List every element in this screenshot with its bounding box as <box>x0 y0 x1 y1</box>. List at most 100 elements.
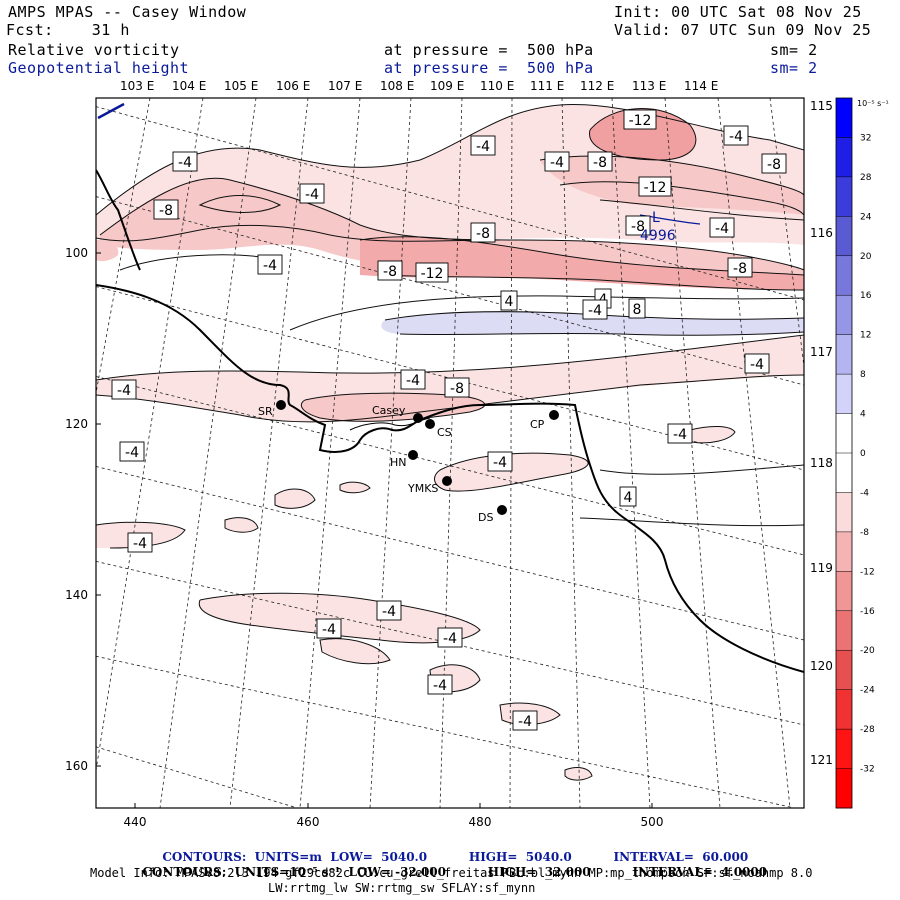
contour-label-text: -4 <box>750 357 764 373</box>
contour-label: -8 <box>470 222 496 243</box>
top-lon-label: 109 E <box>430 79 464 93</box>
contour-label-text: -4 <box>382 604 396 620</box>
station: HN <box>390 450 418 469</box>
plot-title: AMPS MPAS -- Casey Window <box>8 3 247 21</box>
contour-label-box <box>415 262 449 283</box>
contour-label-text: 4 <box>624 490 633 506</box>
contour-label-text: 4 <box>505 294 514 310</box>
contour-label-text: -4 <box>406 373 420 389</box>
station-label: Casey <box>372 404 406 417</box>
colorbar-tick-label: -4 <box>860 488 869 498</box>
contour-label: -8 <box>587 151 613 172</box>
contour-label-box <box>727 257 753 278</box>
contour-label: -4 <box>316 618 342 639</box>
shade-south-band-1 <box>199 593 480 643</box>
y-tick-label: 120 <box>65 417 88 431</box>
contour-label-text: -4 <box>443 631 457 647</box>
footer-contours-height: CONTOURS: UNITS=m LOW= 5040.0 HIGH= 5040… <box>154 836 748 864</box>
contour-label-box <box>623 109 657 130</box>
contour-label-box <box>376 600 402 621</box>
init-time: Init: 00 UTC Sat 08 Nov 25 <box>614 3 862 21</box>
shade-small-3 <box>225 517 258 533</box>
shade-north-inner <box>100 178 804 285</box>
colorbar-swatch <box>836 610 852 651</box>
contour-label: -8 <box>444 377 470 398</box>
contour-label-text: -4 <box>588 303 602 319</box>
station-dot <box>425 419 435 429</box>
station-dot <box>408 450 418 460</box>
contour-label-box <box>257 254 283 275</box>
colorbar-swatch <box>836 531 852 572</box>
contour-label-text: -12 <box>629 113 652 129</box>
map-frame <box>95 97 805 809</box>
contour-label: -12 <box>623 109 657 130</box>
contour-label: -8 <box>727 257 753 278</box>
field2-level: at pressure = 500 hPa <box>384 59 594 77</box>
footer1-interval: INTERVAL= 60.000 <box>613 850 749 864</box>
colorbar-swatch <box>836 216 852 257</box>
contour-label-box <box>544 151 570 172</box>
contour-label: -4 <box>744 353 770 374</box>
contour-label-text: -8 <box>450 381 464 397</box>
contour-label-box <box>400 369 426 390</box>
contour-label-text: -4 <box>550 155 564 171</box>
colorbar-tick-label: 24 <box>860 212 872 222</box>
station: YMKS <box>407 476 452 495</box>
station: CS <box>425 419 452 439</box>
contour-label-box <box>709 217 735 238</box>
contour-label-text: -4 <box>263 258 277 274</box>
contour-label-text: -12 <box>421 266 444 282</box>
low-pressure-marker: L <box>652 210 660 226</box>
contour-label-box <box>744 353 770 374</box>
contour-label: -4 <box>470 135 496 156</box>
contour-label: -4 <box>127 532 153 553</box>
colorbar-swatch <box>836 492 852 533</box>
contour-label: -4 <box>487 451 513 472</box>
contour-label-text: -8 <box>767 157 781 173</box>
top-lon-label: 113 E <box>632 79 666 93</box>
shade-south-small <box>565 767 592 781</box>
footer-contours-vorticity: CONTOURS: UNITS=10⁻⁵ s⁻¹ LOW= -32.000 HI… <box>134 851 767 879</box>
colorbar-swatch <box>836 453 852 493</box>
field2-name: Geopotential height <box>8 59 190 77</box>
model-info: Model Info: MPASv8.2.3-194-gf29cd82c CU:… <box>90 866 813 880</box>
top-longitude-labels: 103 E 104 E 105 E 106 E 107 E 108 E 109 E 110 E… <box>120 79 718 93</box>
station-label: SR <box>258 405 273 418</box>
colorbar-swatch <box>836 334 852 375</box>
contour-label: -8 <box>761 153 787 174</box>
contour-label: -4 <box>119 441 145 462</box>
contour-label: -4 <box>299 183 325 204</box>
footer1-units: UNITS=m <box>254 850 323 864</box>
top-lon-label: 103 E <box>120 79 154 93</box>
top-lon-label: 112 E <box>580 79 614 93</box>
colorbar-tick-label: -12 <box>860 567 875 577</box>
colorbar-tick-label: -16 <box>860 607 875 617</box>
contour-label-box <box>127 532 153 553</box>
x-axis: 440 460 480 500 <box>124 803 663 829</box>
contour-label-box <box>470 135 496 156</box>
shade-coast-core <box>301 393 485 422</box>
shade-south-band-2 <box>320 638 390 664</box>
contour-labels: -4 -4 -4 -8 -12 -4 -4 -8 -8 -12 -8 -4 -8 -8 -12 -8 4 4 8 -4… <box>111 109 787 731</box>
contour-label-text: -4 <box>125 445 139 461</box>
contour-label-text: -4 <box>322 622 336 638</box>
model-info-2: LW:rrtmg_lw SW:rrtmg_sw SFLAY:sf_mynn <box>268 881 536 895</box>
contour-label: -4 <box>257 254 283 275</box>
colorbar-swatch <box>836 176 852 217</box>
colorbar-swatch <box>836 689 852 730</box>
contour-label-box <box>437 627 463 648</box>
footer2-prefix: CONTOURS: <box>142 865 227 879</box>
contour-label-text: -8 <box>733 261 747 277</box>
colorbar-tick-label: 20 <box>860 252 872 262</box>
y-axis: 100 120 140 160 <box>65 246 101 773</box>
field2-smoothing: sm= 2 <box>770 59 818 77</box>
contour-label-box <box>500 290 518 311</box>
contour-label-box <box>111 379 137 400</box>
station-dot <box>413 413 423 423</box>
contour-label-box <box>587 151 613 172</box>
contour-label-text: -8 <box>159 203 173 219</box>
contour-label: -4 <box>709 217 735 238</box>
contour-label-text: -4 <box>715 221 729 237</box>
field1-level: at pressure = 500 hPa <box>384 41 594 59</box>
